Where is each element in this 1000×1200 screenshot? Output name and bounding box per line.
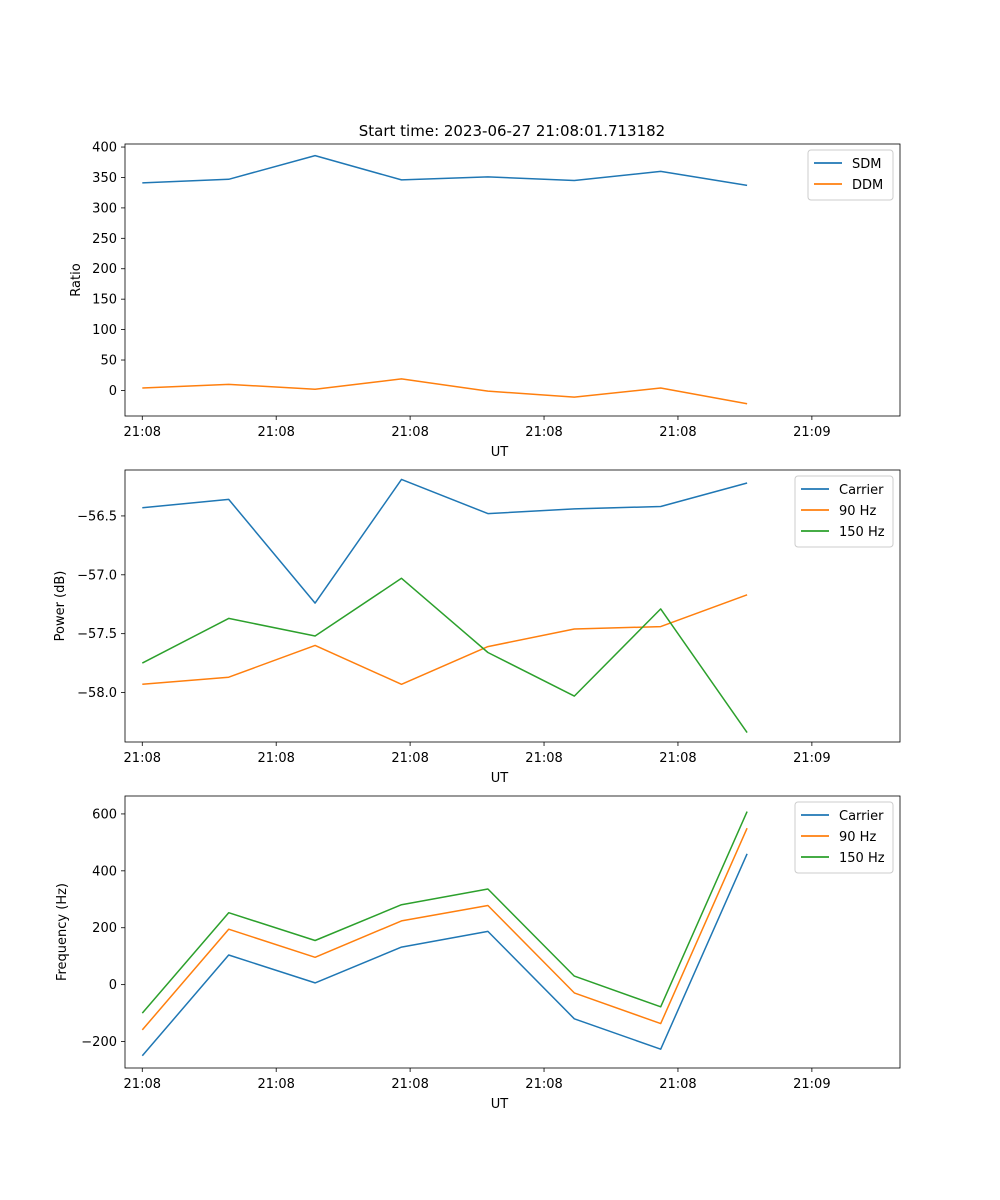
legend-frame xyxy=(794,475,894,548)
legend-label: 90 Hz xyxy=(839,504,876,519)
series-line-sdm xyxy=(142,154,748,187)
legend-label: 150 Hz xyxy=(839,851,885,866)
plot-area-frame xyxy=(124,795,901,1069)
y-tick-label: 150 xyxy=(92,293,117,308)
y-tick-label: 350 xyxy=(92,171,117,186)
legend-label: Carrier xyxy=(839,483,884,498)
x-tick-label: 21:09 xyxy=(793,425,830,440)
legend: SDM DDM xyxy=(807,149,894,201)
x-tick-label: 21:08 xyxy=(525,1077,562,1092)
legend: Carrier 90 Hz 150 Hz xyxy=(794,801,894,874)
y-tick-label: −58.0 xyxy=(77,686,117,701)
x-tick-label: 21:08 xyxy=(391,751,428,766)
x-tick-label: 21:08 xyxy=(124,751,161,766)
charts: 21:08 21:08 21:08 21:08 21:08 21:09 0 50 100 150 2… xyxy=(53,141,901,1112)
x-axis-label: UT xyxy=(491,771,509,786)
x-tick-label: 21:09 xyxy=(793,751,830,766)
y-axis-label: Frequency (Hz) xyxy=(55,883,70,981)
x-tick-label: 21:08 xyxy=(659,751,696,766)
legend-label: 90 Hz xyxy=(839,830,876,845)
y-tick-label: −200 xyxy=(81,1035,117,1050)
y-tick-label: 250 xyxy=(92,232,117,247)
series-line-150-hz xyxy=(141,811,748,1014)
legend-label: SDM xyxy=(852,157,881,172)
x-tick-label: 21:08 xyxy=(525,751,562,766)
figure-title: Start time: 2023-06-27 21:08:01.713182 xyxy=(359,122,665,140)
y-axis-label: Ratio xyxy=(69,263,84,296)
y-axis-label: Power (dB) xyxy=(53,571,68,642)
plot-area-frame xyxy=(124,143,901,417)
y-tick-label: 50 xyxy=(100,354,117,369)
series-line-ddm xyxy=(142,378,748,405)
series-line-carrier xyxy=(141,853,748,1057)
x-tick-label: 21:08 xyxy=(659,1077,696,1092)
x-tick-label: 21:09 xyxy=(793,1077,830,1092)
plot-area-frame xyxy=(124,469,901,743)
chart-3: 21:08 21:08 21:08 21:08 21:08 21:09 600 400 200 0… xyxy=(55,795,901,1112)
x-axis-label: UT xyxy=(491,1097,509,1112)
y-tick-label: 100 xyxy=(92,323,117,338)
chart-1: 21:08 21:08 21:08 21:08 21:08 21:09 0 50 100 150 2… xyxy=(69,141,901,460)
series-line-150-hz xyxy=(141,577,748,734)
y-tick-label: 0 xyxy=(109,384,117,399)
x-axis-label: UT xyxy=(491,445,509,460)
chart-2: 21:08 21:08 21:08 21:08 21:08 21:09 −56.5 −57.0… xyxy=(53,469,901,786)
series-line-90-hz xyxy=(142,594,748,686)
legend: Carrier 90 Hz 150 Hz xyxy=(794,475,894,548)
legend-label: 150 Hz xyxy=(839,525,885,540)
y-tick-label: 200 xyxy=(92,262,117,277)
y-tick-label: −56.5 xyxy=(77,509,117,524)
x-tick-label: 21:08 xyxy=(391,1077,428,1092)
y-tick-label: 400 xyxy=(92,141,117,156)
x-tick-label: 21:08 xyxy=(124,425,161,440)
y-tick-label: −57.5 xyxy=(77,627,117,642)
x-tick-label: 21:08 xyxy=(659,425,696,440)
y-tick-label: 400 xyxy=(92,864,117,879)
legend-label: DDM xyxy=(852,178,883,193)
series-line-90-hz xyxy=(141,827,748,1031)
series-line-carrier xyxy=(142,478,748,604)
x-tick-label: 21:08 xyxy=(124,1077,161,1092)
y-tick-label: 0 xyxy=(109,978,117,993)
x-tick-label: 21:08 xyxy=(257,425,294,440)
x-tick-label: 21:08 xyxy=(391,425,428,440)
y-tick-label: 200 xyxy=(92,921,117,936)
y-tick-label: 300 xyxy=(92,201,117,216)
legend-frame xyxy=(794,801,894,874)
x-tick-label: 21:08 xyxy=(257,1077,294,1092)
y-tick-label: 600 xyxy=(92,807,117,822)
x-tick-label: 21:08 xyxy=(525,425,562,440)
legend-label: Carrier xyxy=(839,809,884,824)
x-tick-label: 21:08 xyxy=(257,751,294,766)
y-tick-label: −57.0 xyxy=(77,568,117,583)
